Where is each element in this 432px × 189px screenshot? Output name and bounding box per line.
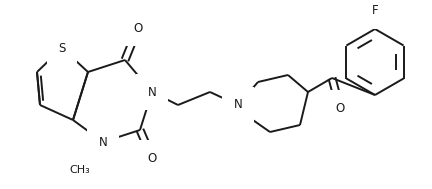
Text: N: N	[234, 98, 242, 112]
Text: N: N	[98, 136, 108, 149]
Text: F: F	[372, 5, 378, 18]
Text: S: S	[58, 42, 66, 54]
Text: CH₃: CH₃	[70, 165, 90, 175]
Text: O: O	[335, 101, 345, 115]
Text: O: O	[133, 22, 143, 35]
Text: O: O	[147, 152, 157, 164]
Text: N: N	[148, 85, 156, 98]
